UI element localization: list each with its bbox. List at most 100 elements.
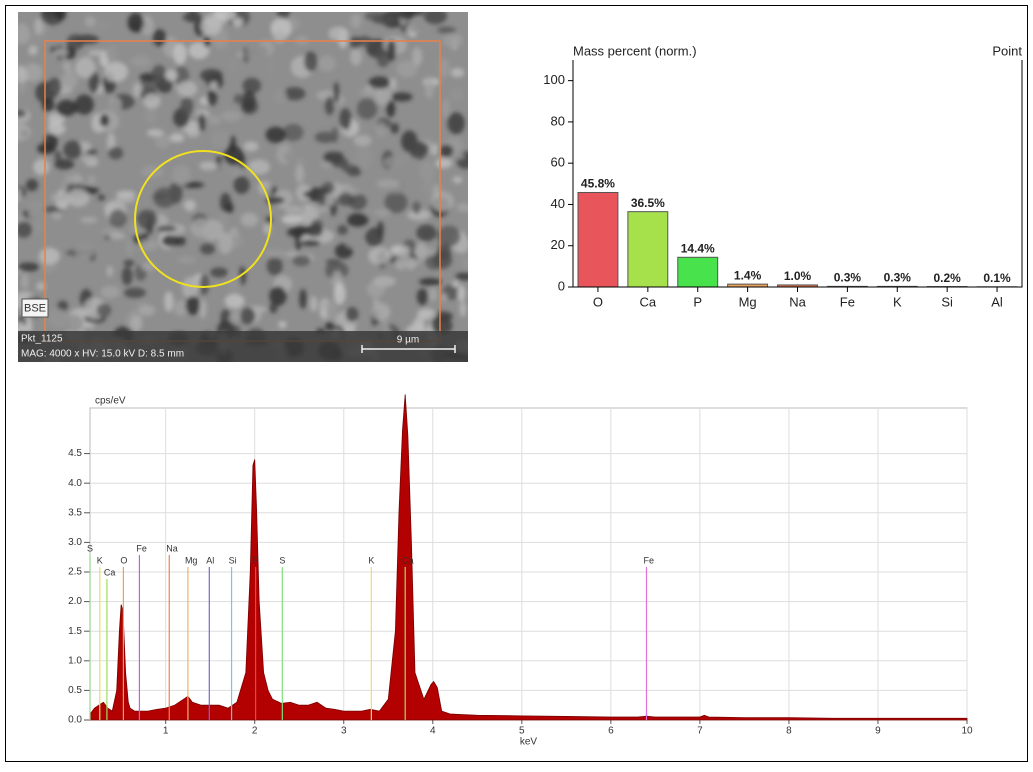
sem-grain — [443, 33, 463, 47]
sem-grain — [243, 141, 258, 151]
sem-grain — [267, 257, 283, 276]
sem-grain — [241, 213, 259, 227]
sem-grain — [63, 62, 72, 71]
value-label: 1.0% — [784, 269, 812, 283]
sem-grain — [190, 218, 212, 238]
sem-grain — [295, 164, 304, 183]
y-tick-label: 4.5 — [68, 448, 82, 459]
sem-grain — [310, 296, 317, 312]
sem-grain — [340, 108, 352, 129]
x-tick-label: 2 — [252, 726, 258, 737]
x-tick-label: 5 — [519, 726, 525, 737]
sem-grain — [453, 176, 463, 183]
y-tick-label: 20 — [551, 237, 565, 252]
sem-grain — [153, 29, 166, 46]
sem-grain — [52, 212, 62, 220]
sem-grain — [346, 242, 365, 248]
sem-grain — [170, 133, 184, 142]
page: BSE Pkt_1125 MAG: 4000 x HV: 15.0 kV D: … — [0, 0, 1033, 767]
sem-grain — [232, 18, 243, 28]
y-tick-label: 100 — [543, 72, 565, 87]
sem-grain — [416, 225, 436, 242]
sem-grain — [26, 179, 38, 191]
sem-grain — [75, 243, 95, 259]
sem-grain — [80, 217, 97, 223]
sem-grain — [457, 285, 465, 301]
sem-grain — [425, 79, 434, 99]
sem-grain — [447, 112, 464, 134]
element-label: Na — [166, 543, 178, 553]
sem-grain — [460, 301, 467, 317]
sem-grain — [141, 166, 164, 178]
sem-grain — [409, 22, 426, 33]
sem-grain — [108, 147, 123, 160]
sem-grain — [355, 147, 372, 169]
x-tick-label: O — [593, 294, 603, 309]
sem-grain — [173, 43, 186, 65]
sem-grain — [399, 246, 410, 258]
sem-grain — [282, 215, 302, 224]
sem-grain — [182, 277, 198, 299]
sem-grain — [417, 288, 428, 306]
sem-grain — [431, 191, 455, 211]
x-tick-label: Mg — [739, 294, 757, 309]
sem-grain — [49, 136, 57, 151]
value-label: 0.1% — [983, 271, 1011, 285]
element-label: Si — [229, 555, 237, 565]
sem-grain — [415, 242, 428, 260]
element-label: Fe — [643, 555, 654, 565]
sem-grain — [100, 250, 112, 263]
sem-grain — [331, 127, 338, 143]
sem-grain — [328, 195, 334, 206]
sem-grain — [47, 78, 61, 96]
sem-grain — [437, 225, 460, 246]
y-tick-label: 0 — [558, 278, 565, 293]
sem-grain — [439, 145, 453, 158]
sem-grain — [200, 299, 207, 318]
sem-grain — [386, 100, 395, 117]
sem-grain — [152, 65, 167, 83]
sem-grain — [211, 131, 231, 148]
sem-grain — [228, 316, 238, 323]
sem-grain — [315, 206, 328, 213]
sem-grain — [63, 140, 81, 159]
sem-grain — [145, 109, 157, 123]
sem-grain — [210, 267, 228, 277]
sem-grain — [350, 48, 362, 65]
sem-grain — [408, 142, 428, 156]
x-tick-label: 7 — [697, 726, 703, 737]
sem-grain — [237, 51, 244, 58]
sem-grain — [374, 209, 391, 217]
sem-grain — [359, 88, 379, 96]
element-label: K — [368, 555, 374, 565]
sem-grain — [334, 283, 346, 305]
element-label: Mg — [185, 555, 198, 565]
value-label: 36.5% — [631, 196, 665, 210]
sem-grain — [143, 94, 160, 109]
sem-grain — [337, 225, 348, 235]
sem-grain — [100, 286, 120, 299]
chart-title: Mass percent (norm.) — [573, 43, 697, 58]
sem-grain — [207, 90, 217, 106]
element-label: O — [120, 555, 127, 565]
image-name: Pkt_1125 — [21, 334, 63, 345]
sem-grain — [429, 287, 437, 301]
sem-grain — [337, 193, 354, 206]
x-tick-label: 1 — [163, 726, 169, 737]
x-tick-label: 9 — [875, 726, 881, 737]
sem-grain — [165, 70, 178, 82]
sem-grain — [242, 78, 261, 94]
sem-grain — [199, 274, 209, 295]
sem-grain — [139, 305, 155, 316]
sem-grain — [383, 156, 406, 167]
sem-grain — [107, 266, 113, 277]
plot-area — [90, 408, 967, 720]
x-tick-label: Al — [991, 294, 1003, 309]
sem-grain — [172, 165, 191, 186]
x-axis-label: keV — [520, 737, 538, 748]
sem-grain — [225, 294, 245, 309]
sem-grain — [180, 97, 193, 115]
sem-grain — [278, 321, 286, 328]
sem-grain — [61, 121, 72, 127]
sem-grain — [390, 78, 397, 90]
